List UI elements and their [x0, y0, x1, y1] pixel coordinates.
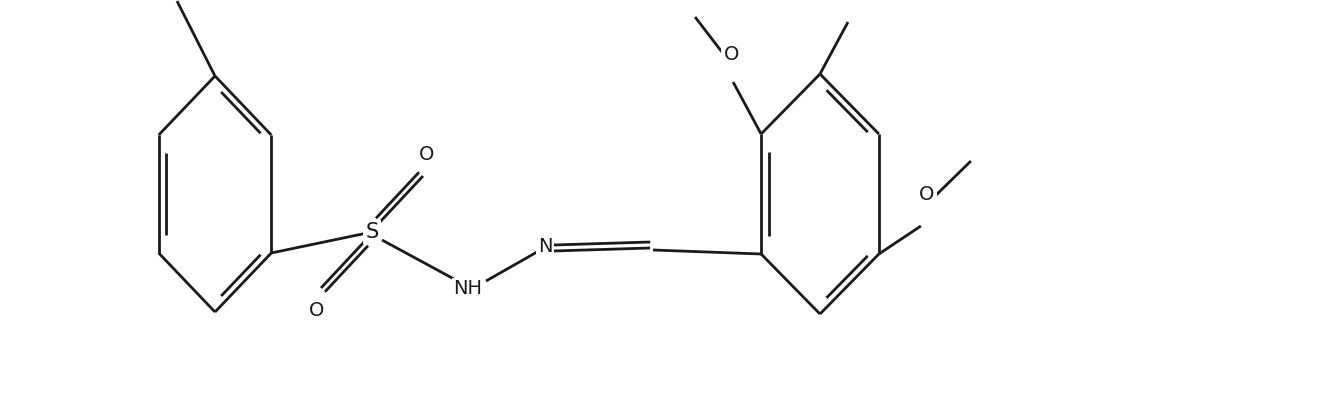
Text: O: O — [419, 145, 435, 164]
Text: O: O — [724, 45, 739, 63]
Text: O: O — [919, 184, 934, 203]
Text: N: N — [538, 236, 552, 255]
Text: O: O — [310, 301, 324, 320]
Text: NH: NH — [453, 279, 482, 299]
Text: S: S — [365, 222, 378, 242]
Text: O: O — [845, 0, 859, 4]
